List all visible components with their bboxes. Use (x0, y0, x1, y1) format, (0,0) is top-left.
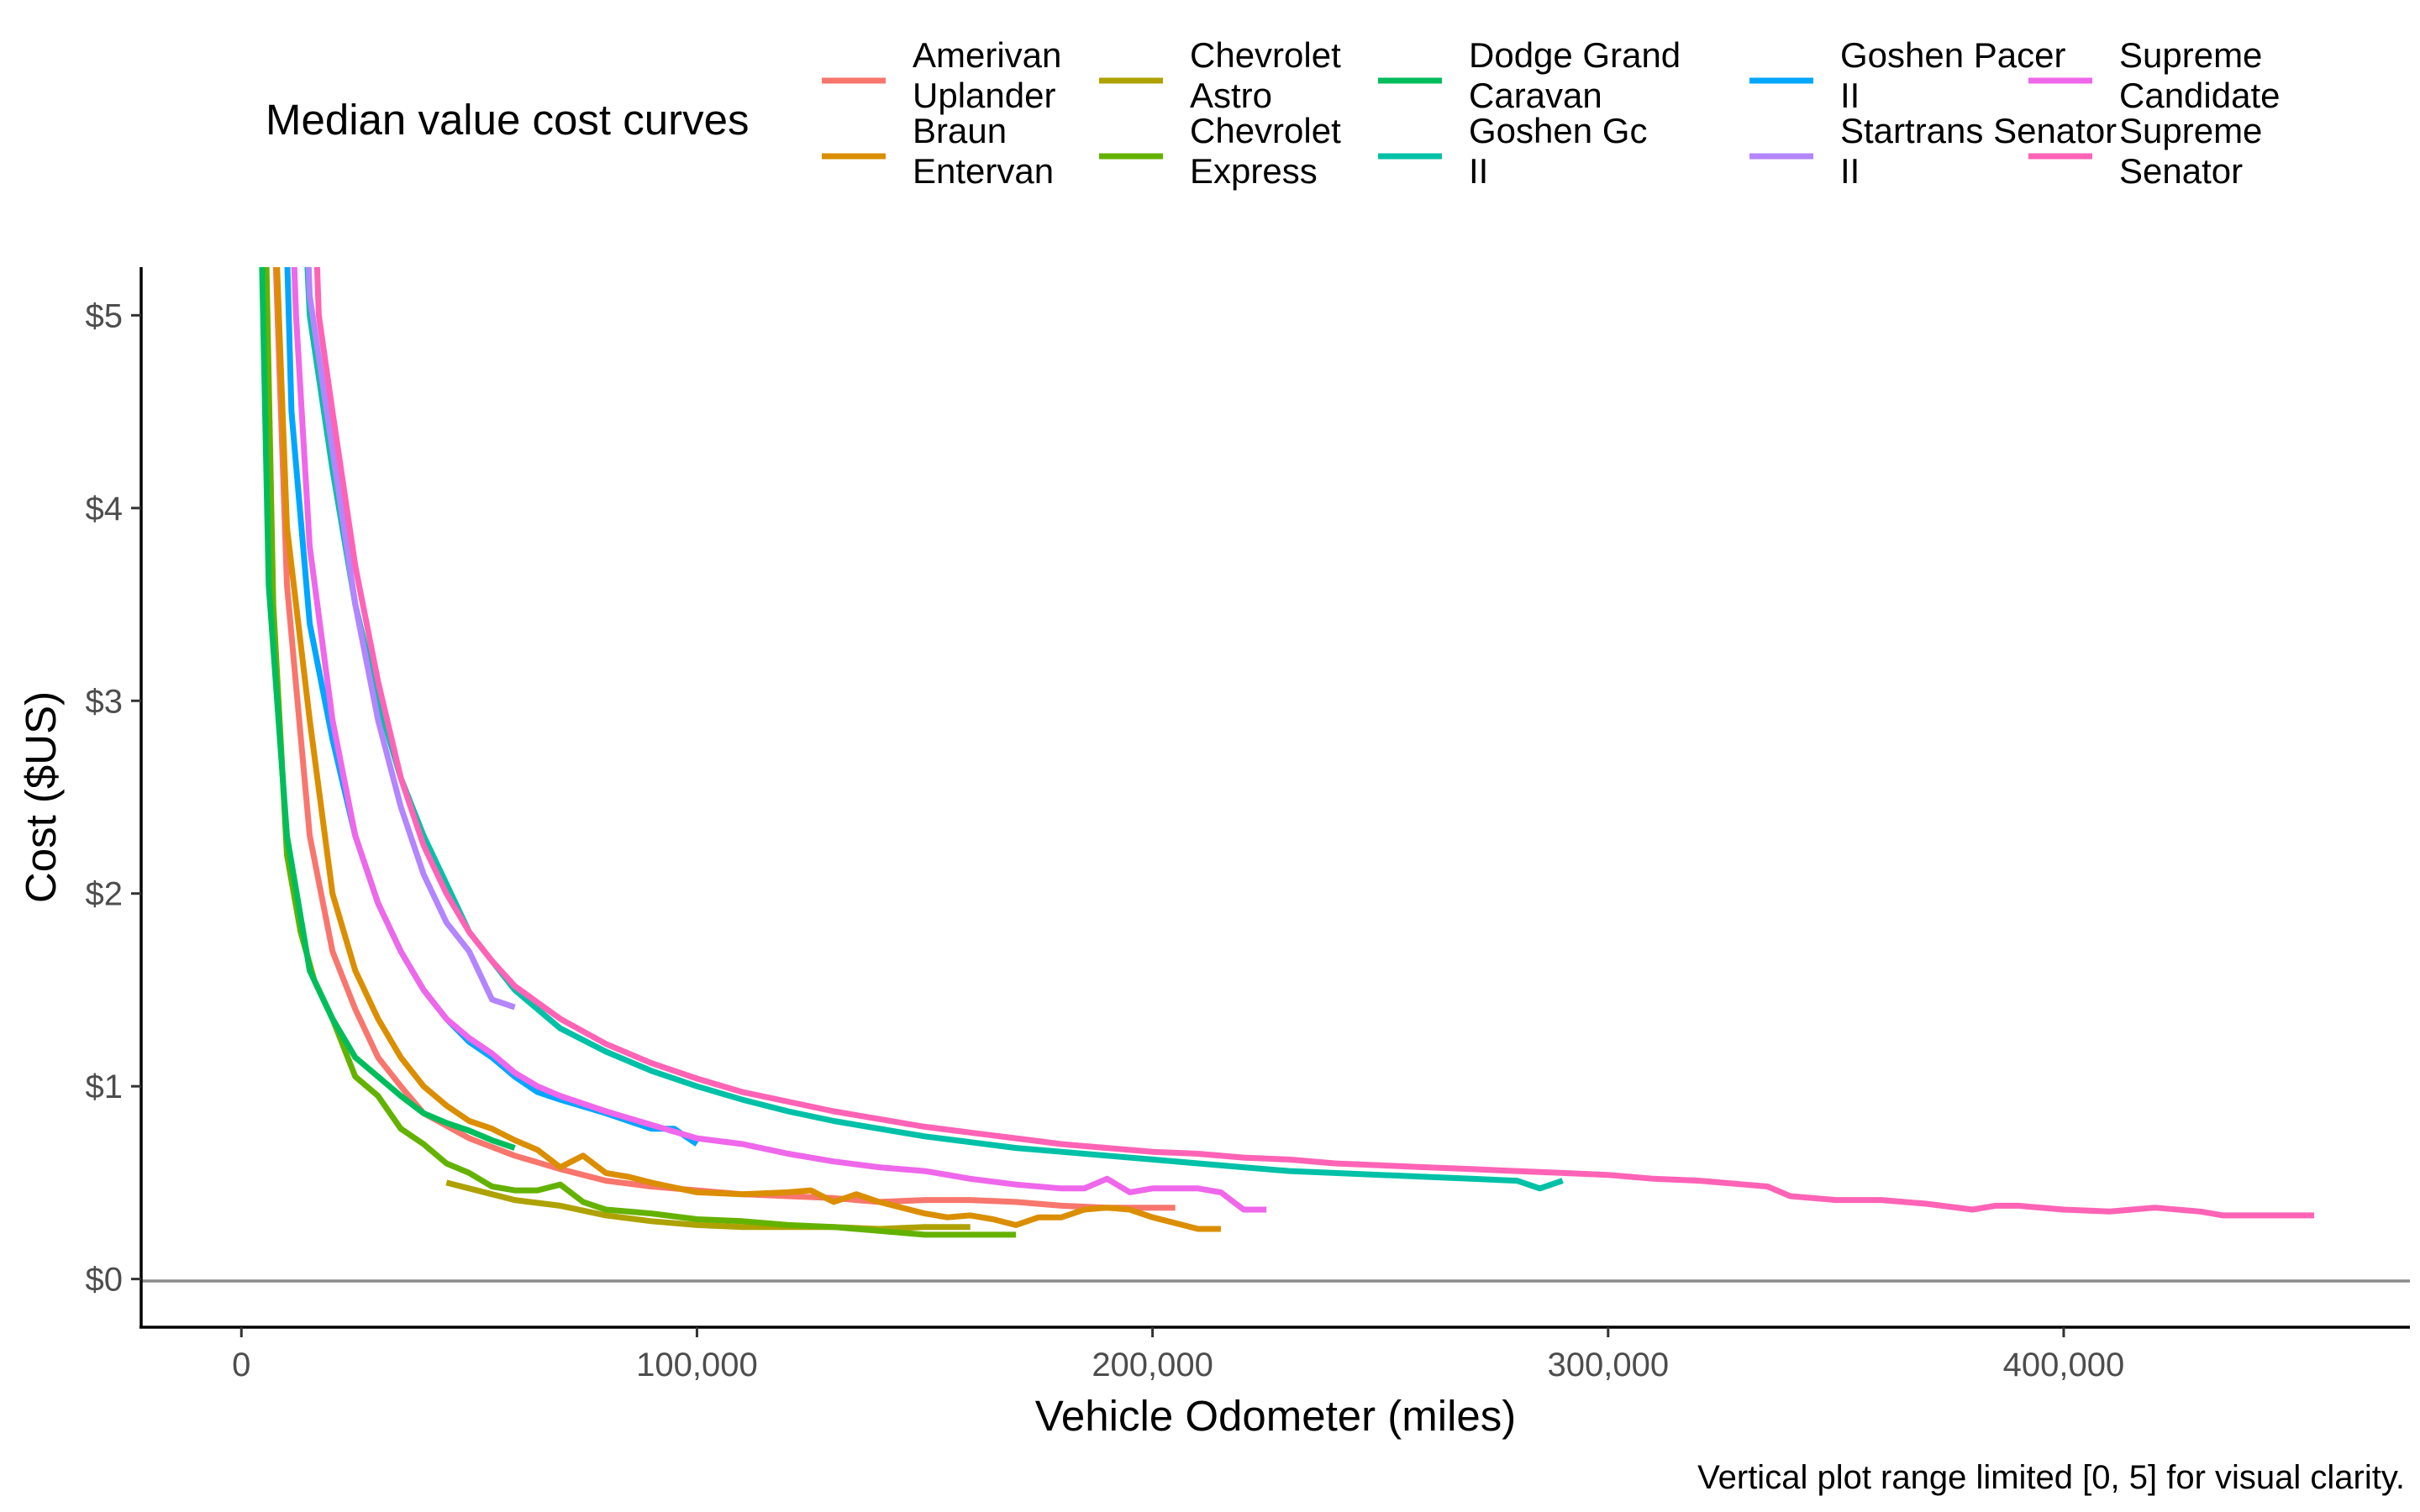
series-line-amerivan-uplander (272, 267, 1176, 1211)
legend-label: Braun Entervan (913, 111, 1054, 191)
y-tick-label: $5 (86, 297, 124, 334)
x-tick-label: 300,000 (1547, 1347, 1669, 1383)
legend-label: Dodge Grand Caravan (1469, 35, 1681, 115)
legend-label: Startrans Senator II (1840, 111, 2117, 191)
x-tick-label: 100,000 (636, 1347, 758, 1383)
series-line-braun-entervan (274, 267, 1221, 1232)
legend-item-amerivan-uplander: Amerivan Uplander (822, 35, 1061, 115)
legend-item-chevrolet-express: Chevrolet Express (1099, 111, 1341, 191)
x-tick-label: 200,000 (1092, 1347, 1213, 1383)
x-axis-ticks: 0 100,000 200,000 300,000 400,000 (232, 1327, 2124, 1383)
legend-item-chevrolet-astro: Chevrolet Astro (1099, 35, 1341, 115)
legend-label: Goshen Pacer II (1840, 35, 2066, 115)
legend-label: Amerivan Uplander (913, 35, 1061, 115)
legend-item-dodge-grand-caravan: Dodge Grand Caravan (1378, 35, 1681, 115)
series-lines (259, 267, 2315, 1238)
legend-label: Goshen Gc II (1469, 111, 1647, 191)
y-axis-ticks: $0 $1 $2 $3 $4 $5 (86, 297, 141, 1299)
legend-item-goshen-pacer-ii: Goshen Pacer II (1749, 35, 2066, 115)
x-tick-label: 400,000 (2003, 1347, 2125, 1383)
x-axis-title: Vehicle Odometer (miles) (1035, 1392, 1517, 1440)
y-tick-label: $0 (86, 1262, 124, 1299)
y-tick-label: $1 (86, 1068, 124, 1105)
legend-label: Chevrolet Astro (1190, 35, 1341, 115)
series-line-dodge-grand-caravan (259, 267, 516, 1151)
plot-area: $0 $1 $2 $3 $4 $5 0 100,000 200,000 300,000 400,0… (86, 267, 2410, 1383)
legend-item-braun-entervan: Braun Entervan (822, 111, 1054, 191)
series-line-startrans-senator-ii (305, 267, 516, 1011)
y-tick-label: $2 (86, 876, 124, 913)
series-line-supreme-candidate (291, 267, 1267, 1213)
legend-label: Supreme Candidate (2119, 35, 2280, 115)
x-tick-label: 0 (232, 1347, 250, 1383)
y-tick-label: $3 (86, 683, 124, 720)
caption: Vertical plot range limited [0, 5] for v… (1697, 1459, 2405, 1496)
series-line-supreme-senator (313, 267, 2315, 1219)
legend-label: Chevrolet Express (1190, 111, 1341, 191)
y-axis-title: Cost ($US) (17, 691, 65, 903)
legend: Median value cost curves Amerivan Uplande… (266, 35, 2280, 191)
legend-item-supreme-candidate: Supreme Candidate (2028, 35, 2280, 115)
y-tick-label: $4 (86, 491, 124, 528)
legend-label: Supreme Senator (2119, 111, 2262, 191)
legend-item-startrans-senator-ii: Startrans Senator II (1749, 111, 2117, 191)
legend-title: Median value cost curves (266, 96, 749, 144)
legend-item-supreme-senator: Supreme Senator (2028, 111, 2262, 191)
legend-item-goshen-gc-ii: Goshen Gc II (1378, 111, 1647, 191)
